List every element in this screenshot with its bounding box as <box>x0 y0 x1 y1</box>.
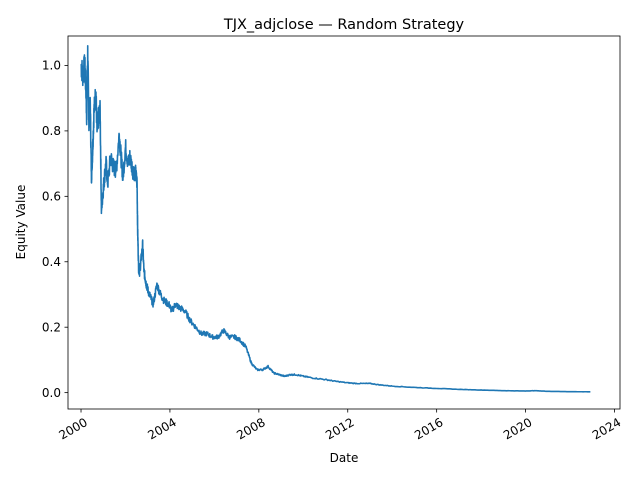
y-tick-label: 0.0 <box>42 386 61 400</box>
y-tick-label: 0.8 <box>42 124 61 138</box>
y-tick-label: 0.4 <box>42 255 61 269</box>
chart-title: TJX_adjclose — Random Strategy <box>223 17 465 33</box>
plot-frame <box>67 35 621 410</box>
x-axis-title: Date <box>330 451 359 465</box>
y-tick-label: 0.6 <box>42 190 61 204</box>
y-axis-title: Equity Value <box>14 185 28 260</box>
y-axis-ticks: 0.0 0.2 0.4 0.6 0.8 1.0 <box>42 59 68 400</box>
y-tick-label: 1.0 <box>42 59 61 73</box>
y-tick-label: 0.2 <box>42 321 61 335</box>
series-line <box>80 44 591 393</box>
